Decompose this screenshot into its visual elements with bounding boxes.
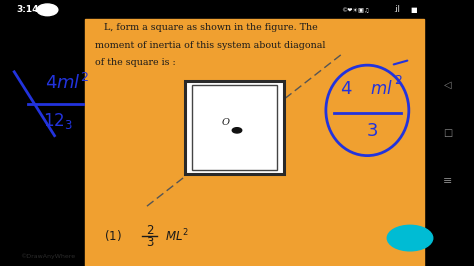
Text: L, form a square as shown in the figure. The: L, form a square as shown in the figure.…	[104, 23, 318, 32]
Text: 3:14: 3:14	[17, 5, 39, 14]
Text: $3$: $3$	[146, 236, 155, 248]
Text: ©❤☀▣♫: ©❤☀▣♫	[341, 7, 370, 13]
Text: O: O	[221, 118, 229, 127]
Circle shape	[387, 225, 433, 251]
Text: ◁: ◁	[444, 80, 452, 90]
Text: $ml$: $ml$	[370, 80, 392, 98]
Text: $3$: $3$	[366, 122, 378, 140]
Text: $(1)$: $(1)$	[104, 228, 122, 243]
Text: $4$: $4$	[340, 80, 352, 98]
Text: ✐: ✐	[43, 5, 52, 15]
Bar	[85, 19, 424, 266]
Circle shape	[37, 4, 58, 16]
Text: of the square is :: of the square is :	[95, 58, 175, 67]
Text: $4ml^2$: $4ml^2$	[45, 72, 89, 93]
Text: $12_3$: $12_3$	[43, 111, 73, 131]
Text: ≡: ≡	[443, 176, 453, 186]
Text: ©DrawAnyWhere: ©DrawAnyWhere	[20, 253, 75, 259]
Text: +: +	[400, 226, 420, 250]
Text: .il: .il	[393, 5, 401, 14]
Circle shape	[232, 128, 242, 133]
Bar	[192, 85, 277, 170]
Text: $2$: $2$	[394, 74, 402, 87]
Text: $ML^2$: $ML^2$	[165, 228, 189, 244]
Text: ■: ■	[410, 7, 417, 13]
Text: moment of inertia of this system about diagonal: moment of inertia of this system about d…	[95, 41, 325, 50]
Text: □: □	[443, 128, 453, 138]
Bar	[185, 81, 284, 174]
Text: $2$: $2$	[146, 224, 155, 236]
